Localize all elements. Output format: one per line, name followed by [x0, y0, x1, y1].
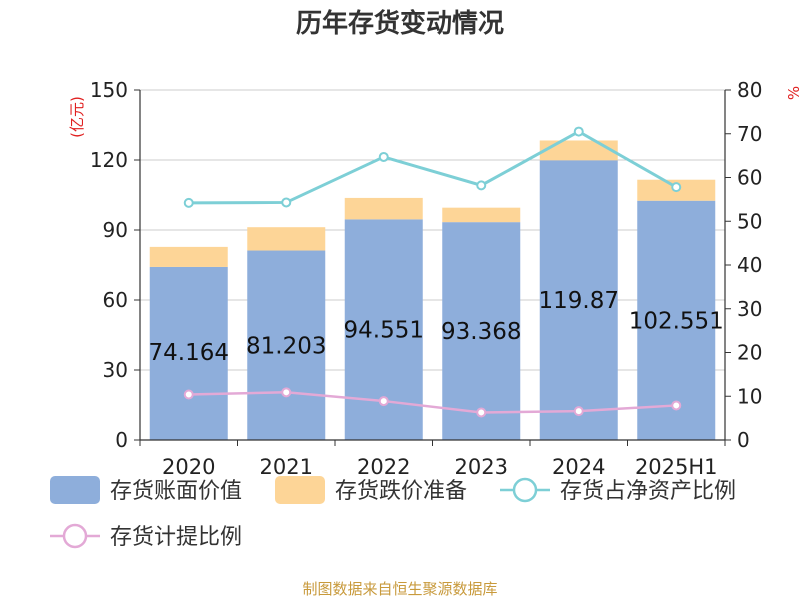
right-tick-label: 10 — [737, 384, 762, 408]
left-tick-label: 60 — [103, 288, 128, 312]
line-provision-ratio — [188, 391, 677, 414]
bar-series — [149, 140, 716, 440]
x-tick-label: 2022 — [357, 455, 410, 479]
axes: 0 30 60 90 120 150 0 10 20 30 40 50 60 70 80 2020 2021 20… — [90, 78, 763, 479]
data-label: 81.203 — [246, 333, 326, 359]
chart-title: 历年存货变动情况 — [296, 8, 504, 39]
left-tick-label: 30 — [103, 358, 128, 382]
left-axis-unit: (亿元) — [68, 96, 86, 138]
legend-label: 存货占净资产比例 — [560, 479, 736, 504]
point-ratio-to-net-assets — [573, 126, 584, 137]
x-tick-label: 2023 — [455, 455, 508, 479]
bar-impairment-reserve — [539, 140, 618, 161]
bar-book-value — [247, 250, 326, 440]
legend-marker-provision — [62, 523, 88, 549]
bar-impairment-reserve — [442, 207, 521, 223]
line-ratio-to-net-assets — [188, 129, 677, 205]
bar-book-value — [637, 200, 716, 440]
point-provision-ratio — [281, 387, 292, 398]
right-tick-label: 20 — [737, 341, 762, 365]
data-label: 119.87 — [539, 288, 619, 314]
source-note: 制图数据来自恒生聚源数据库 — [302, 580, 497, 598]
legend-swatch-impairment — [275, 476, 325, 504]
line-series — [183, 126, 682, 418]
point-provision-ratio — [476, 407, 487, 418]
legend-label: 存货账面价值 — [110, 479, 242, 504]
point-provision-ratio — [183, 389, 194, 400]
right-tick-label: 80 — [737, 78, 762, 102]
data-label: 94.551 — [344, 318, 424, 344]
point-ratio-to-net-assets — [476, 180, 487, 191]
right-axis-unit: % — [785, 86, 800, 100]
right-tick-label: 60 — [737, 166, 762, 190]
data-labels: 74.164 81.203 94.551 93.368 119.87 102.551 — [149, 288, 724, 366]
bar-book-value — [539, 160, 618, 440]
point-ratio-to-net-assets — [671, 182, 682, 193]
point-ratio-to-net-assets — [183, 197, 194, 208]
bar-book-value — [149, 266, 228, 440]
data-label: 93.368 — [441, 319, 521, 345]
right-tick-label: 50 — [737, 209, 762, 233]
point-ratio-to-net-assets — [281, 197, 292, 208]
bar-impairment-reserve — [247, 227, 326, 251]
bar-impairment-reserve — [149, 246, 228, 267]
x-tick-label: 2025H1 — [635, 455, 718, 479]
left-tick-label: 120 — [90, 148, 128, 172]
right-tick-label: 70 — [737, 122, 762, 146]
bar-book-value — [442, 222, 521, 440]
point-provision-ratio — [573, 406, 584, 417]
point-ratio-to-net-assets — [378, 151, 389, 162]
point-provision-ratio — [378, 396, 389, 407]
legend-swatch-book-value — [50, 476, 100, 504]
data-label: 102.551 — [629, 308, 724, 334]
x-tick-label: 2021 — [260, 455, 313, 479]
left-tick-label: 0 — [115, 428, 128, 452]
legend-label: 存货计提比例 — [110, 525, 242, 550]
legend-marker-ratio — [512, 477, 538, 503]
data-label: 74.164 — [149, 340, 229, 366]
bar-impairment-reserve — [344, 197, 423, 220]
left-tick-label: 90 — [103, 218, 128, 242]
x-tick-label: 2024 — [552, 455, 605, 479]
right-tick-label: 0 — [737, 428, 750, 452]
left-tick-label: 150 — [90, 78, 128, 102]
right-tick-label: 30 — [737, 297, 762, 321]
point-provision-ratio — [671, 400, 682, 411]
right-tick-label: 40 — [737, 253, 762, 277]
x-tick-label: 2020 — [162, 455, 215, 479]
legend-label: 存货跌价准备 — [335, 479, 467, 504]
